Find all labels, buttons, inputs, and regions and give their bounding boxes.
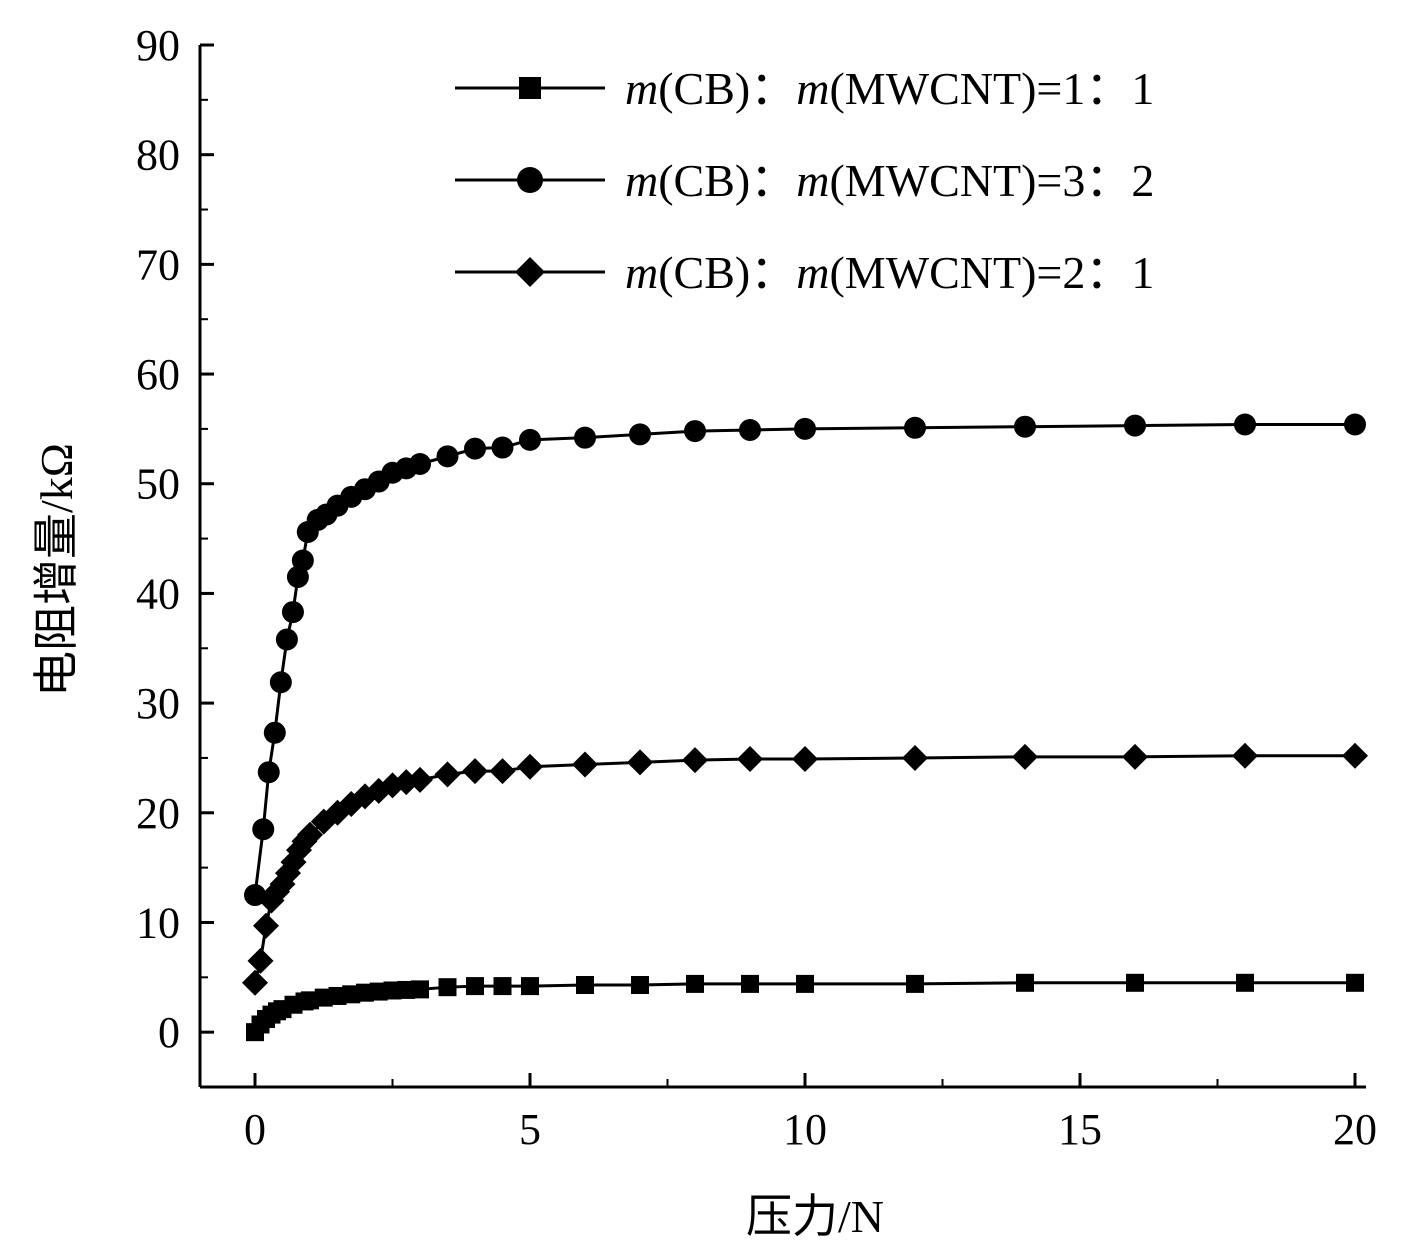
- circle-marker: [436, 445, 459, 468]
- circle-marker: [1124, 414, 1146, 437]
- circle-marker: [263, 721, 286, 744]
- x-tick-label: 0: [244, 1105, 266, 1154]
- square-marker: [741, 974, 759, 993]
- y-tick-label: 0: [158, 1008, 180, 1057]
- y-tick-label: 10: [136, 898, 180, 947]
- legend-item: m(CB)：m(MWCNT)=2：1: [455, 247, 1154, 298]
- circle-marker: [269, 671, 292, 694]
- square-marker: [1126, 973, 1144, 992]
- diamond-marker: [434, 761, 461, 788]
- legend-label: m(CB)：m(MWCNT)=3：2: [625, 155, 1154, 206]
- x-tick-label: 20: [1333, 1105, 1377, 1154]
- diamond-marker: [902, 744, 928, 771]
- square-marker: [1016, 973, 1034, 992]
- square-marker: [356, 983, 374, 1002]
- diamond-marker: [792, 746, 818, 773]
- y-tick-label: 60: [136, 350, 180, 399]
- diamond-marker: [1012, 743, 1038, 770]
- diamond-marker: [242, 969, 268, 996]
- circle-marker: [409, 452, 431, 475]
- series-group: [242, 413, 1368, 1042]
- diamond-marker: [407, 766, 433, 793]
- y-tick-label: 90: [136, 21, 180, 70]
- y-tick-label: 50: [136, 460, 180, 509]
- diamond-marker: [515, 257, 545, 287]
- square-marker: [631, 975, 649, 994]
- square-marker: [397, 980, 416, 999]
- legend-item: m(CB)：m(MWCNT)=3：2: [455, 155, 1154, 206]
- legend-item: m(CB)：m(MWCNT)=1：1: [455, 63, 1154, 114]
- circle-marker: [1014, 415, 1036, 438]
- diamond-marker: [297, 821, 323, 848]
- x-tick-label: 5: [519, 1105, 541, 1154]
- square-marker: [493, 977, 512, 996]
- series-circle: [244, 413, 1366, 907]
- diamond-marker: [253, 912, 279, 939]
- circle-marker: [574, 426, 596, 449]
- circle-marker: [684, 420, 706, 443]
- diamond-marker: [247, 947, 274, 974]
- square-marker: [906, 974, 924, 993]
- y-tick-label: 40: [136, 569, 180, 618]
- circle-marker: [739, 418, 761, 441]
- series-square: [246, 973, 1364, 1042]
- circle-marker: [629, 423, 651, 446]
- square-marker: [466, 977, 484, 996]
- x-tick-label: 15: [1058, 1105, 1102, 1154]
- square-marker: [1236, 973, 1254, 992]
- square-marker: [519, 77, 541, 99]
- y-tick-label: 80: [136, 131, 180, 180]
- series-line: [253, 423, 1355, 896]
- square-marker: [411, 980, 429, 999]
- x-tick-label: 10: [783, 1105, 827, 1154]
- circle-marker: [1234, 413, 1256, 436]
- diamond-marker: [489, 758, 516, 785]
- square-marker: [328, 986, 347, 1005]
- diamond-marker: [1342, 742, 1368, 769]
- square-marker: [314, 988, 333, 1007]
- circle-marker: [1344, 413, 1366, 436]
- diamond-marker: [737, 746, 763, 773]
- square-marker: [686, 974, 704, 993]
- diamond-marker: [572, 751, 598, 778]
- circle-marker: [904, 416, 926, 439]
- legend-label: m(CB)：m(MWCNT)=2：1: [625, 247, 1154, 298]
- y-axis-label: 电阻增量/kΩ: [31, 443, 82, 697]
- legend-label: m(CB)：m(MWCNT)=1：1: [625, 63, 1154, 114]
- diamond-marker: [1232, 742, 1258, 769]
- diamond-marker: [627, 749, 653, 776]
- circle-marker: [519, 428, 541, 451]
- square-marker: [1346, 973, 1364, 992]
- axes: 0 5 10 15 20 0 10 20 30 40 50 60 70 80 90: [136, 21, 1377, 1154]
- circle-marker: [257, 761, 280, 784]
- diamond-marker: [462, 758, 488, 785]
- square-marker: [438, 978, 457, 997]
- square-marker: [342, 985, 361, 1004]
- square-marker: [301, 991, 319, 1010]
- legend: m(CB)：m(MWCNT)=1：1 m(CB)：m(MWCNT)=3：2 m(CB…: [455, 63, 1154, 298]
- square-marker: [796, 974, 814, 993]
- circle-marker: [291, 549, 314, 572]
- diamond-marker: [1122, 743, 1148, 770]
- y-tick-label: 30: [136, 679, 180, 728]
- square-marker: [576, 975, 594, 994]
- y-tick-label: 70: [136, 240, 180, 289]
- diamond-marker: [682, 747, 708, 774]
- circle-marker: [517, 167, 543, 193]
- x-axis-label: 压力/N: [746, 1191, 884, 1242]
- circle-marker: [464, 437, 486, 460]
- circle-marker: [491, 436, 514, 459]
- square-marker: [369, 982, 388, 1001]
- diamond-marker: [517, 753, 543, 780]
- circle-marker: [281, 601, 304, 624]
- y-tick-label: 20: [136, 789, 180, 838]
- circle-marker: [252, 818, 275, 841]
- square-marker: [521, 977, 539, 996]
- circle-marker: [275, 628, 298, 651]
- series-diamond: [242, 742, 1368, 996]
- circle-marker: [794, 417, 816, 440]
- square-marker: [383, 981, 402, 1000]
